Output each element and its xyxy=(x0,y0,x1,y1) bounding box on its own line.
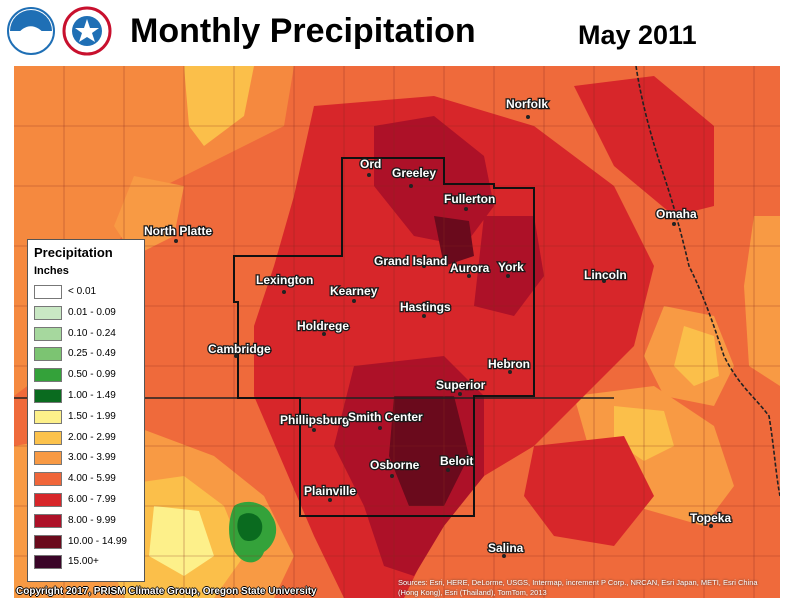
legend-label: 0.25 - 0.49 xyxy=(68,348,116,360)
copyright: Copyright 2017, PRISM Climate Group, Ore… xyxy=(16,586,317,597)
legend-swatch xyxy=(34,534,62,549)
city-norfolk: Norfolk xyxy=(506,97,548,111)
region-10-15in xyxy=(389,396,469,506)
region-8-10in xyxy=(474,216,544,316)
legend-swatch xyxy=(34,326,62,341)
legend-item: 10.00 - 14.99 xyxy=(34,533,138,551)
city-aurora: Aurora xyxy=(450,261,490,275)
city-salina: Salina xyxy=(488,541,524,555)
legend-label: 6.00 - 7.99 xyxy=(68,494,116,505)
region-3-4in xyxy=(744,216,780,386)
city-osborne: Osborne xyxy=(370,458,420,472)
attribution: Sources: Esri, HERE, DeLorme, USGS, Inte… xyxy=(398,578,758,597)
city-omaha: Omaha xyxy=(656,207,697,221)
map-date: May 2011 xyxy=(578,20,697,50)
noaa-logo-icon xyxy=(7,7,55,55)
legend-swatch xyxy=(34,493,62,507)
city-greeley: Greeley xyxy=(392,166,436,180)
legend-item: 0.10 - 0.24 xyxy=(34,325,138,343)
city-cambridge: Cambridge xyxy=(208,342,271,356)
header: Monthly Precipitation May 2011 xyxy=(0,0,792,64)
region-2-3in xyxy=(674,326,719,386)
legend-item: 0.01 - 0.09 xyxy=(34,304,138,322)
city-york: York xyxy=(498,260,524,274)
legend-item: 15.00+ xyxy=(34,553,138,571)
city-north-platte: North Platte xyxy=(144,224,212,238)
city-beloit: Beloit xyxy=(440,454,473,468)
legend-label: 0.50 - 0.99 xyxy=(68,369,116,381)
city-smith-center: Smith Center xyxy=(348,410,423,424)
city-superior: Superior xyxy=(436,378,486,392)
legend-item: 6.00 - 7.99 xyxy=(34,491,138,509)
city-hebron: Hebron xyxy=(488,357,530,371)
legend-item: 1.00 - 1.49 xyxy=(34,387,138,405)
region-3-4in xyxy=(114,176,184,256)
city-grand-island: Grand Island xyxy=(374,254,447,268)
legend-swatch xyxy=(34,368,62,383)
legend-label: 10.00 - 14.99 xyxy=(68,535,127,547)
legend-label: 8.00 - 9.99 xyxy=(68,514,116,526)
precipitation-map: Norfolk Ord Greeley Fullerton North Plat… xyxy=(14,66,780,598)
legend-swatch xyxy=(34,347,62,362)
page-title: Monthly Precipitation xyxy=(130,12,476,50)
legend-title: Precipitation xyxy=(34,245,113,260)
legend-label: 0.01 - 0.09 xyxy=(68,306,116,318)
legend-swatch xyxy=(34,555,62,570)
legend-units: Inches xyxy=(34,265,69,277)
legend-label: 1.00 - 1.49 xyxy=(68,390,116,401)
legend-item: 1.50 - 1.99 xyxy=(34,408,138,426)
legend-item: 4.00 - 5.99 xyxy=(34,470,138,488)
legend-label: 1.50 - 1.99 xyxy=(68,410,116,422)
region-3-4in xyxy=(14,66,294,396)
legend-item: 0.50 - 0.99 xyxy=(34,366,138,384)
city-holdrege: Holdrege xyxy=(297,319,349,333)
region-1_5-2in xyxy=(149,506,214,576)
legend-item: 3.00 - 3.99 xyxy=(34,449,138,467)
region-1-1_5in xyxy=(237,513,263,542)
legend-swatch xyxy=(34,305,62,320)
city-phillipsburg: Phillipsburg xyxy=(280,413,349,427)
river-border xyxy=(635,66,780,497)
legend-swatch xyxy=(34,409,62,424)
city-kearney: Kearney xyxy=(330,284,378,298)
legend-swatch xyxy=(34,513,62,528)
region-outline xyxy=(233,157,535,517)
region-6-8in xyxy=(524,436,654,546)
city-ord: Ord xyxy=(360,157,381,171)
city-fullerton: Fullerton xyxy=(444,192,495,206)
legend-swatch xyxy=(34,430,62,445)
legend-swatch xyxy=(34,451,62,466)
legend-swatch xyxy=(34,285,62,299)
legend-swatch xyxy=(34,472,62,487)
legend-label: 3.00 - 3.99 xyxy=(68,452,116,464)
nws-logo-icon xyxy=(62,6,112,56)
legend-label: 4.00 - 5.99 xyxy=(68,473,116,485)
legend-label: < 0.01 xyxy=(68,286,97,297)
legend-item: 8.00 - 9.99 xyxy=(34,512,138,530)
city-topeka: Topeka xyxy=(690,511,731,525)
legend-item: 2.00 - 2.99 xyxy=(34,429,138,447)
legend-label: 0.10 - 0.24 xyxy=(68,327,116,339)
legend-item: 0.25 - 0.49 xyxy=(34,345,138,363)
city-plainville: Plainville xyxy=(304,484,356,498)
city-markers: Norfolk Ord Greeley Fullerton North Plat… xyxy=(143,96,733,558)
legend-label: 2.00 - 2.99 xyxy=(68,431,116,443)
region-8-10in xyxy=(374,116,494,246)
legend-item: < 0.01 xyxy=(34,283,138,301)
city-lincoln: Lincoln xyxy=(584,268,627,282)
city-lexington: Lexington xyxy=(256,273,313,287)
legend-label: 15.00+ xyxy=(68,556,99,568)
city-hastings: Hastings xyxy=(400,300,451,314)
legend: Precipitation Inches < 0.01 0.01 - 0.09 0.… xyxy=(27,239,145,582)
legend-swatch xyxy=(34,389,62,403)
